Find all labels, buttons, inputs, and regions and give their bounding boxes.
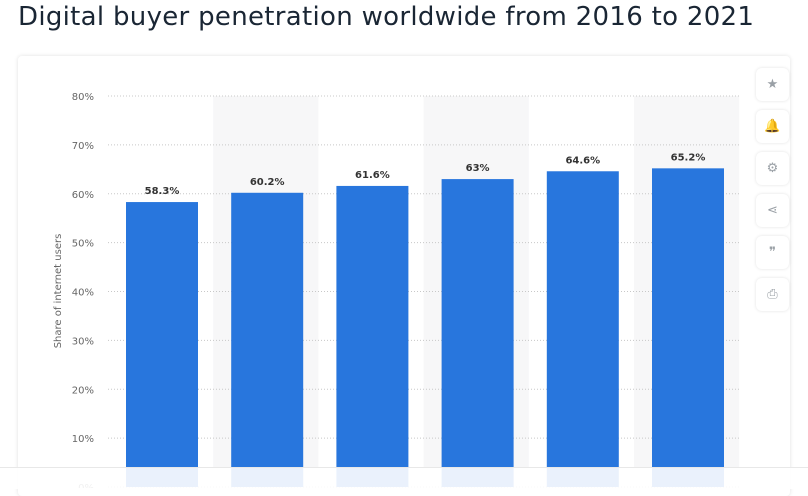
- y-tick-label: 10%: [72, 434, 94, 445]
- bar-2020: [546, 171, 619, 487]
- quote-button[interactable]: ❞: [756, 236, 789, 269]
- star-icon: ★: [766, 77, 779, 92]
- star-button[interactable]: ★: [756, 68, 789, 101]
- gear-button[interactable]: ⚙: [756, 152, 789, 185]
- bar-2019: [441, 179, 514, 487]
- y-tick-label: 60%: [72, 190, 94, 201]
- data-label: 61.6%: [355, 170, 390, 181]
- data-label: 64.6%: [565, 155, 600, 166]
- bell-button[interactable]: 🔔: [756, 110, 789, 143]
- y-axis-label: Share of internet users: [53, 234, 64, 349]
- y-tick-label: 50%: [72, 239, 94, 250]
- data-label: 63%: [466, 163, 490, 174]
- data-label: 60.2%: [250, 177, 285, 188]
- y-tick-label: 70%: [72, 141, 94, 152]
- data-label: 65.2%: [671, 152, 706, 163]
- share-icon: ⋖: [767, 203, 778, 218]
- bar-2017: [231, 192, 304, 487]
- y-tick-label: 30%: [72, 336, 94, 347]
- quote-icon: ❞: [769, 245, 776, 260]
- bar-2016: [126, 202, 198, 487]
- page-title: Digital buyer penetration worldwide from…: [18, 2, 755, 32]
- bar-2021: [652, 168, 724, 487]
- bar-2018: [336, 185, 409, 487]
- y-tick-label: 40%: [72, 288, 94, 299]
- y-tick-label: 20%: [72, 385, 94, 396]
- print-button[interactable]: ⎙: [756, 278, 789, 311]
- bell-icon: 🔔: [764, 119, 781, 134]
- print-icon: ⎙: [767, 287, 778, 302]
- chart-toolbar: ★ 🔔 ⚙ ⋖ ❞ ⎙: [756, 68, 789, 320]
- data-label: 58.3%: [145, 186, 180, 197]
- y-tick-label: 80%: [72, 92, 94, 103]
- gear-icon: ⚙: [766, 161, 779, 176]
- share-button[interactable]: ⋖: [756, 194, 789, 227]
- bottom-fade-overlay: [0, 467, 808, 489]
